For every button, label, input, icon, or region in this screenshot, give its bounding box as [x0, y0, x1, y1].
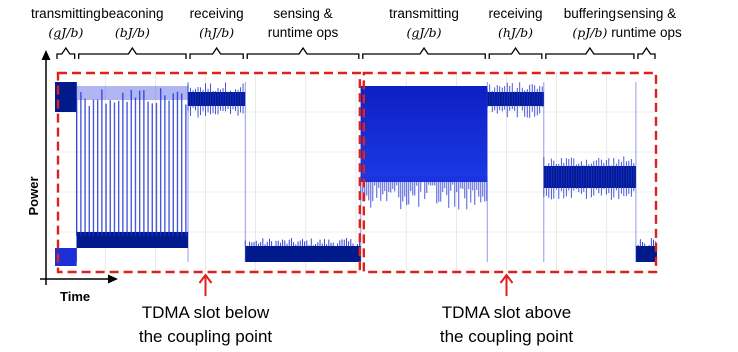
slot-annotations: TDMA slot below the coupling point TDMA sl… — [139, 273, 574, 346]
phase-unit: (gJ/b) — [48, 25, 83, 40]
power-signal — [55, 82, 657, 266]
signal-band — [55, 248, 77, 266]
signal-band — [543, 166, 636, 188]
tdma-slot-box — [56, 71, 362, 274]
phase-label: receiving — [489, 6, 543, 21]
phase-braces — [56, 46, 656, 59]
phase-unit: (pJ/b) — [572, 25, 607, 40]
phase-unit: (hJ/b) — [199, 25, 234, 40]
signal-band — [245, 246, 361, 262]
phase-brace — [488, 46, 543, 59]
slot-label-line1: TDMA slot below — [142, 303, 270, 322]
signal-band — [76, 86, 189, 100]
phase-brace — [189, 46, 244, 59]
phase-label: beaconing — [101, 6, 163, 21]
phase-unit: (hJ/b) — [498, 25, 533, 40]
phase-signal — [75, 82, 189, 262]
signal-band — [55, 82, 77, 112]
tdma-slot-boxes — [56, 71, 658, 274]
phase-label: sensing & — [273, 6, 332, 21]
y-axis-arrow — [41, 50, 51, 60]
phase-label: runtime ops — [268, 25, 339, 40]
phase-label: runtime ops — [611, 25, 682, 40]
slot-label-line2: the coupling point — [139, 327, 273, 346]
signal-band — [635, 246, 657, 262]
signal-band — [188, 92, 246, 106]
phase-label: receiving — [190, 6, 244, 21]
slot-label-line1: TDMA slot above — [442, 303, 571, 322]
phase-signal — [486, 82, 544, 262]
phase-signal — [244, 82, 361, 262]
phase-labels: transmitting (gJ/b) beaconing (bJ/b) receivi… — [31, 6, 682, 40]
tdma-slot-box — [362, 71, 658, 274]
slot-arrow-head — [499, 273, 514, 284]
phase-brace — [362, 46, 486, 59]
phase-signal — [635, 82, 657, 262]
y-axis-label: Power — [26, 176, 41, 215]
phase-brace — [637, 46, 656, 59]
phase-brace — [246, 46, 360, 59]
phase-label: transmitting — [389, 6, 459, 21]
signal-band — [360, 86, 488, 182]
phase-unit: (gJ/b) — [407, 25, 442, 40]
phase-brace — [56, 46, 76, 59]
phase-unit: (bJ/b) — [115, 25, 150, 40]
x-axis-label: Time — [60, 289, 90, 304]
slot-label-line2: the coupling point — [440, 327, 574, 346]
x-axis-arrow — [108, 274, 118, 284]
signal-band — [487, 92, 544, 106]
phase-label: transmitting — [31, 6, 101, 21]
axes — [40, 50, 118, 285]
phase-brace — [78, 46, 187, 59]
phase-signal — [360, 82, 488, 262]
phase-signal — [55, 82, 77, 266]
phase-brace — [545, 46, 635, 59]
phase-label: buffering — [564, 6, 616, 21]
phase-signal — [187, 82, 246, 262]
slot-arrow-head — [198, 273, 213, 284]
phase-signal — [543, 82, 636, 262]
phase-label: sensing & — [617, 6, 676, 21]
